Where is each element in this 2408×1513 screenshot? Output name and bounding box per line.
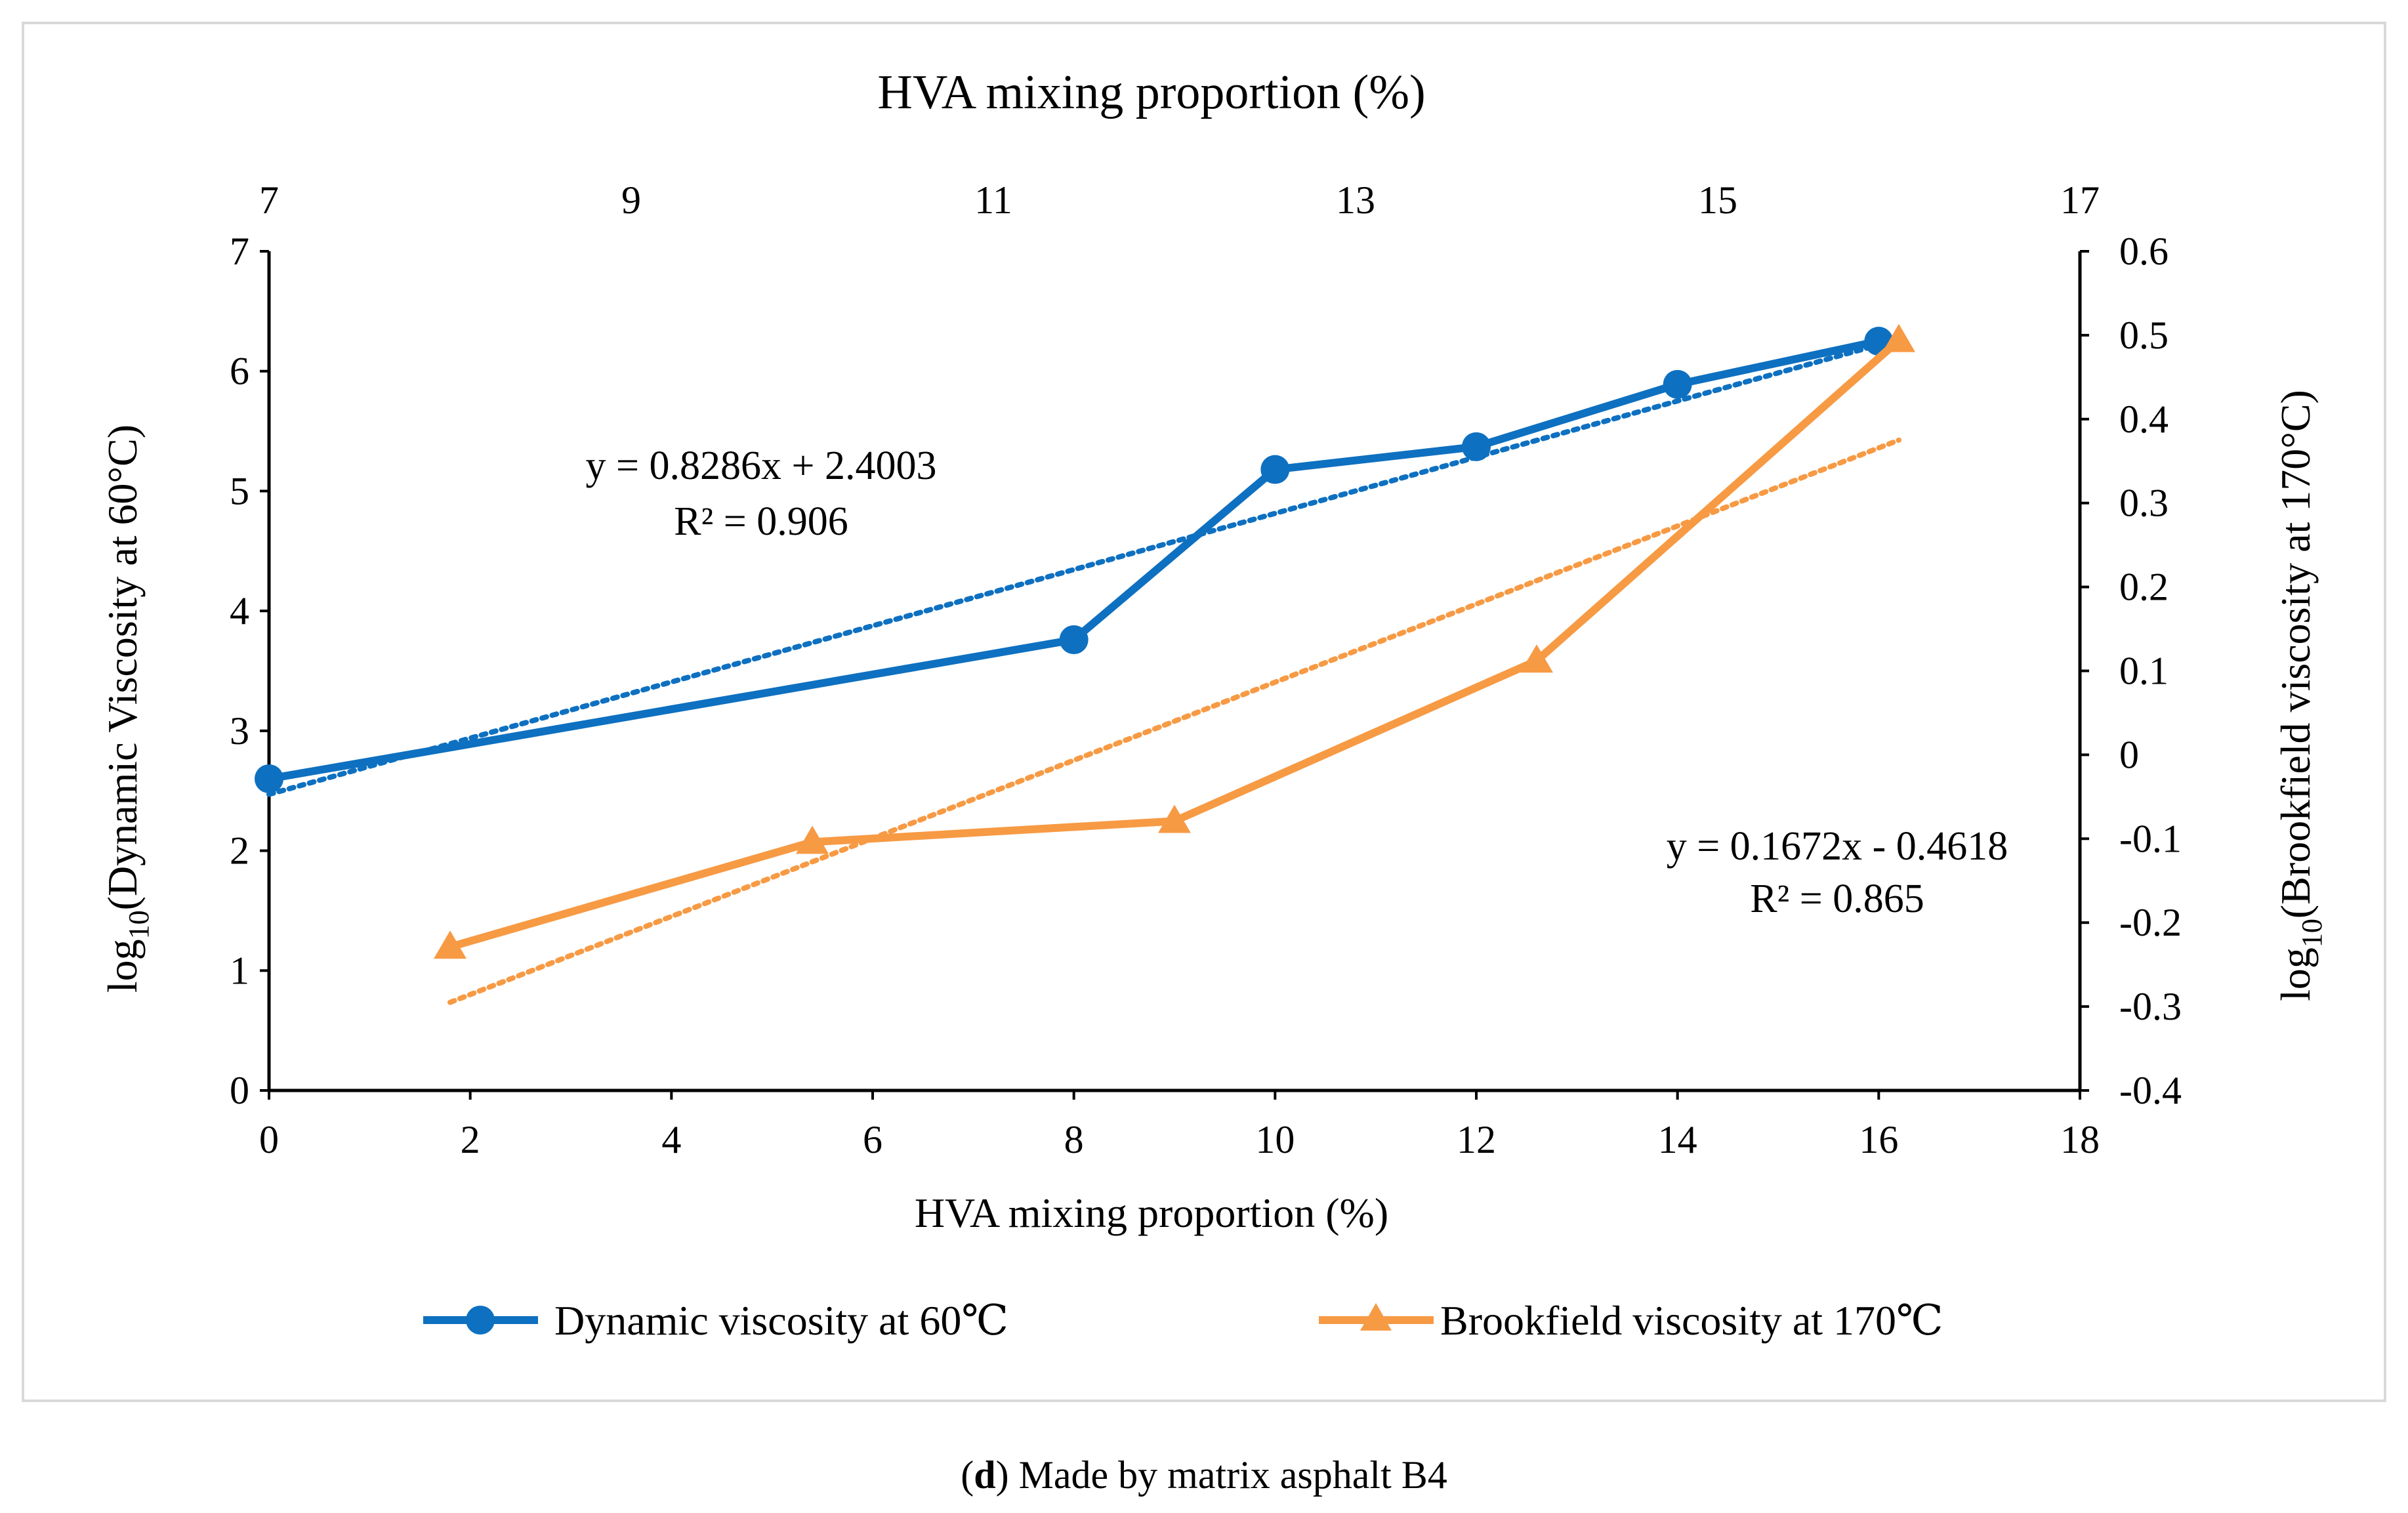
trendline-brookfield (447, 437, 1901, 1005)
right-tick-label: -0.3 (2119, 985, 2182, 1028)
top-tick-label: 13 (1336, 178, 1375, 222)
trendline-dynamic (266, 342, 1882, 797)
legend-marker-brookfield (1360, 1303, 1392, 1331)
right-tick-label: 0.3 (2119, 482, 2169, 525)
right-tick-label: -0.4 (2119, 1069, 2182, 1112)
trendline-equation-brookfield: y = 0.1672x - 0.4618 (1667, 824, 2008, 869)
right-tick-label: 0.2 (2119, 566, 2169, 609)
right-axis-title: log10(Brookfield viscosity at 170°C) (2272, 390, 2328, 1001)
top-tick-label: 15 (1698, 178, 1737, 222)
top-axis-title: HVA mixing proportion (%) (877, 66, 1425, 119)
data-point-brookfield (434, 930, 467, 959)
trendline-r2-brookfield: R² = 0.865 (1750, 877, 1924, 921)
left-axis-title: log10(Dynamic Viscosity at 60°C) (99, 425, 155, 993)
top-tick-label: 17 (2060, 178, 2100, 222)
x-axis-title: HVA mixing proportion (%) (915, 1190, 1388, 1236)
legend-marker-dynamic (466, 1306, 495, 1335)
bottom-tick-label: 18 (2060, 1118, 2100, 1161)
data-point-brookfield (1882, 323, 1915, 352)
bottom-tick-label: 4 (661, 1118, 681, 1161)
right-axis-ticks: -0.4 -0.3 -0.2 -0.1 0 0.1 0.2 0.3 0.4 0.5 0.6 (2080, 230, 2182, 1112)
data-point-brookfield (1520, 644, 1553, 673)
right-tick-label: 0.1 (2119, 650, 2169, 693)
left-tick-label: 2 (230, 829, 249, 873)
bottom-tick-label: 12 (1457, 1118, 1496, 1161)
left-tick-label: 7 (230, 230, 249, 273)
left-tick-label: 0 (230, 1069, 249, 1112)
left-tick-label: 5 (230, 469, 249, 512)
left-axis-ticks: 0 1 2 3 4 5 6 7 (230, 230, 269, 1112)
data-point-brookfield (796, 825, 829, 854)
top-axis-ticks: 7 9 11 13 15 17 (259, 178, 2100, 222)
right-tick-label: 0.4 (2119, 398, 2169, 441)
data-point-dynamic (1260, 455, 1290, 484)
data-point-dynamic (1462, 432, 1491, 461)
right-tick-label: 0.6 (2119, 230, 2169, 273)
bottom-tick-label: 2 (461, 1118, 480, 1161)
trendline-equation-dynamic: y = 0.8286x + 2.4003 (586, 444, 937, 488)
series (255, 323, 1915, 959)
top-tick-label: 7 (259, 178, 279, 222)
right-tick-label: -0.1 (2119, 817, 2182, 860)
trendline-r2-dynamic: R² = 0.906 (674, 499, 848, 544)
right-tick-label: -0.2 (2119, 901, 2182, 944)
bottom-tick-label: 10 (1255, 1118, 1295, 1161)
data-point-dynamic (1059, 625, 1089, 654)
bottom-tick-label: 6 (863, 1118, 882, 1161)
top-tick-label: 11 (974, 178, 1012, 222)
data-point-dynamic (1663, 369, 1692, 399)
bottom-tick-label: 14 (1658, 1118, 1697, 1161)
bottom-tick-label: 0 (259, 1118, 279, 1161)
left-tick-label: 4 (230, 589, 249, 632)
left-tick-label: 3 (230, 709, 249, 753)
bottom-tick-label: 16 (1859, 1118, 1898, 1161)
legend-label-dynamic: Dynamic viscosity at 60℃ (554, 1297, 1008, 1344)
left-tick-label: 1 (230, 949, 249, 992)
right-tick-label: 0.5 (2119, 314, 2169, 357)
data-point-dynamic (255, 764, 283, 793)
bottom-tick-label: 8 (1064, 1118, 1084, 1161)
trendlines (266, 342, 1901, 1005)
series-line-dynamic (268, 337, 1880, 783)
legend-label-brookfield: Brookfield viscosity at 170℃ (1440, 1297, 1943, 1344)
left-tick-label: 6 (230, 350, 249, 393)
right-tick-label: 0 (2119, 733, 2139, 776)
top-tick-label: 9 (621, 178, 641, 222)
caption: (d) Made by matrix asphalt B4 (961, 1453, 1447, 1497)
data-point-brookfield (1158, 804, 1191, 833)
bottom-axis-ticks: 0 2 4 6 8 10 12 14 16 18 (259, 1090, 2100, 1161)
legend: Dynamic viscosity at 60℃ Brookfield visc… (423, 1297, 1943, 1344)
